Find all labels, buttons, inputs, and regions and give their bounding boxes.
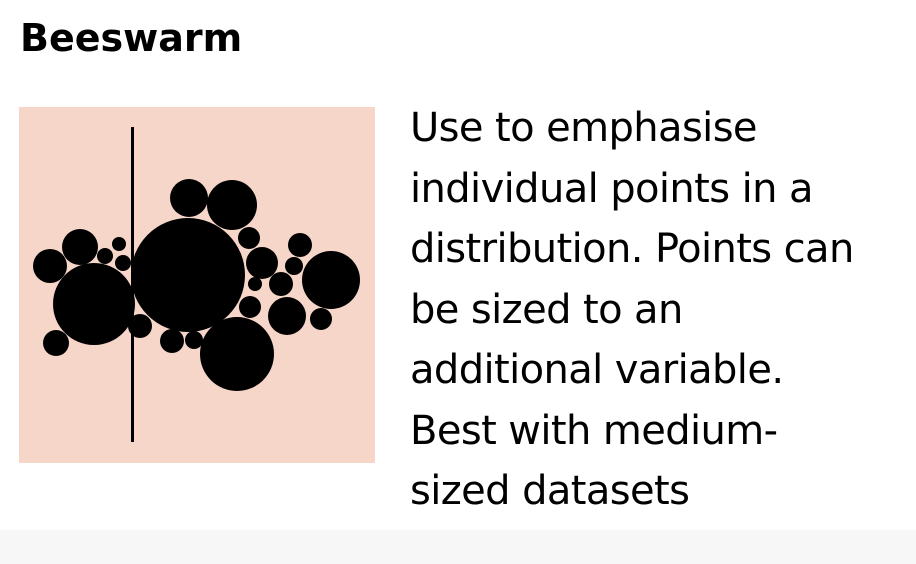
chart-type-card: Beeswarm: [19, 16, 910, 522]
swarm-point: [268, 297, 306, 335]
swarm-point: [43, 330, 69, 356]
swarm-point: [269, 272, 293, 296]
card-title: Beeswarm: [20, 16, 243, 60]
swarm-point: [131, 218, 245, 332]
beeswarm-illustration: [33, 127, 360, 442]
swarm-point: [200, 317, 274, 391]
swarm-point: [248, 277, 262, 291]
swarm-point: [288, 233, 312, 257]
swarm-point: [160, 329, 184, 353]
swarm-point: [239, 296, 261, 318]
description-line: be sized to an: [410, 286, 683, 333]
swarm-point: [53, 263, 135, 345]
swarm-point: [185, 331, 203, 349]
swarm-point: [207, 180, 257, 230]
description-line: distribution. Points can: [410, 226, 854, 272]
swarm-point: [62, 229, 98, 265]
beeswarm-chart-icon: [19, 107, 375, 463]
swarm-point: [238, 227, 260, 249]
swarm-point: [302, 251, 360, 309]
swarm-point: [170, 179, 208, 217]
swarm-point: [246, 247, 278, 279]
swarm-point: [112, 237, 126, 251]
bottom-divider-strip: [0, 530, 916, 564]
description-line: sized datasets: [410, 468, 690, 514]
swarm-point: [128, 314, 152, 338]
swarm-point: [115, 255, 131, 271]
swarm-point: [285, 257, 303, 275]
description-line: additional variable.: [410, 347, 784, 393]
swarm-point: [310, 308, 332, 330]
swarm-point: [33, 249, 67, 283]
description-line: individual points in a: [410, 165, 814, 212]
swarm-points: [33, 179, 360, 391]
swarm-point: [97, 248, 113, 264]
description-line: Use to emphasise: [410, 105, 758, 151]
card-description: Use to emphasise individual points in a …: [410, 98, 910, 522]
description-line: Best with medium-: [410, 407, 778, 454]
